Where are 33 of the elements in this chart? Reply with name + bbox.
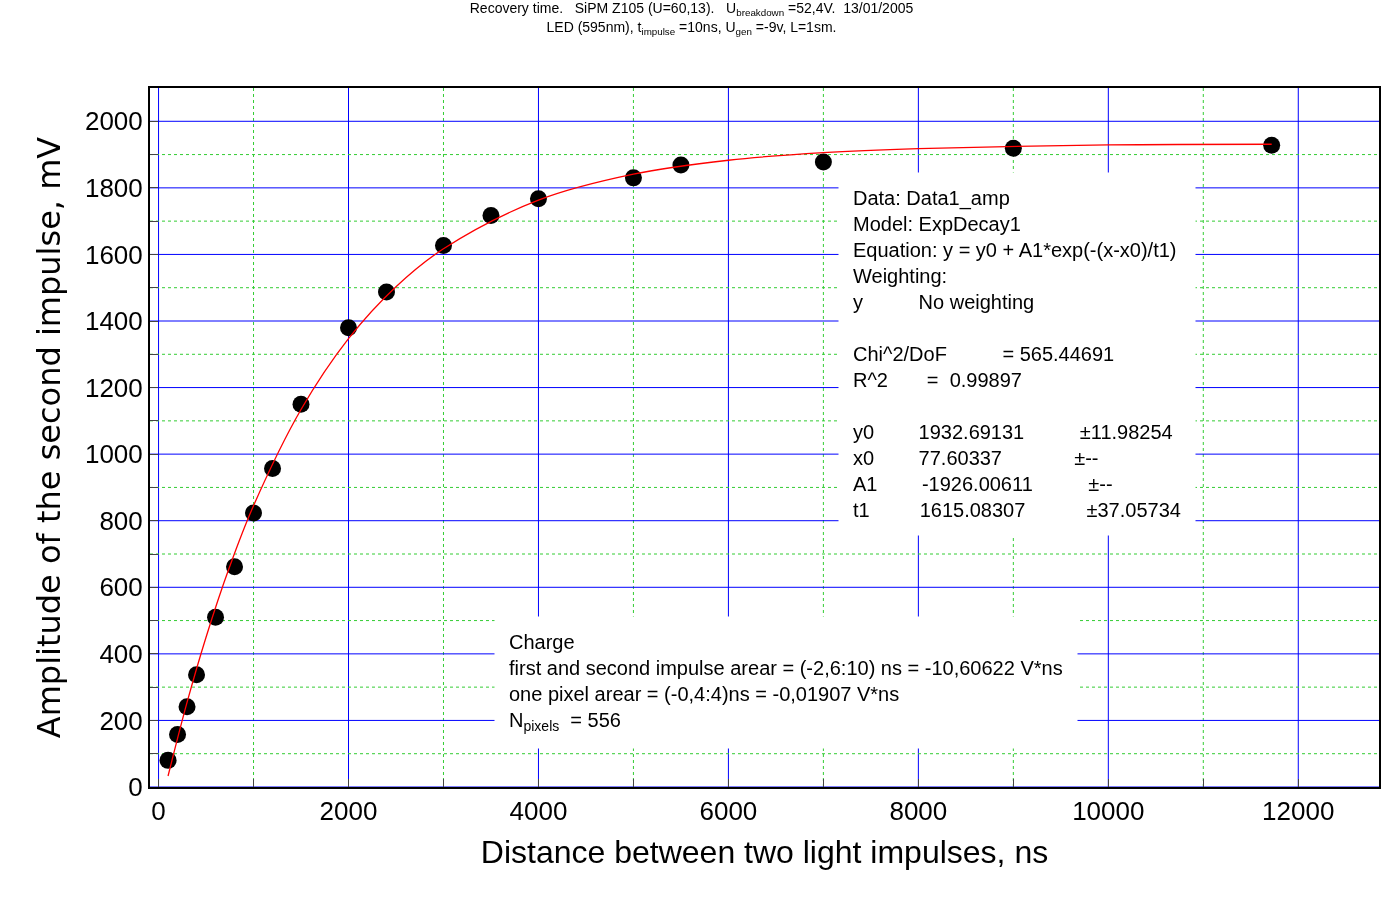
annotation: Charge first and second impulse arear = (-2,6:10) ns = -10,60622 V*ns one pixel arear = (-0,4:4)ns = -0,01907 V*ns N$_{pixels}$ = 556: [509, 631, 1063, 735]
point: [245, 504, 263, 522]
y-tick-label: 200: [99, 705, 143, 736]
y-tick-label: 1600: [84, 239, 143, 270]
point: [226, 558, 244, 576]
chart-title: Recovery time. SiPM Z105 (U=60,13). U$_{breakdown}$ =52,4V. 13/01/2005 LED (595nm), t$_{impulse}$ =10ns, U$_{gen}$ =-9v, L=1sm.: [469, 0, 914, 37]
x-tick-label: 10000: [1072, 796, 1145, 827]
point: [482, 206, 500, 224]
y-tick-label: 600: [99, 572, 143, 603]
point: [1263, 136, 1281, 154]
point: [814, 153, 832, 171]
x-tick-label: 6000: [699, 796, 758, 827]
x-tick-label: 2000: [319, 796, 378, 827]
y-tick-label: 1800: [84, 172, 143, 203]
y-axis-title: Amplitude of the second impulse, mV: [29, 136, 68, 739]
y-tick-label: 0: [128, 772, 143, 803]
y-tick-label: 800: [99, 505, 143, 536]
y-tick-label: 1000: [84, 439, 143, 470]
x-tick-label: 8000: [889, 796, 948, 827]
point: [1004, 139, 1022, 157]
x-axis-title: Distance between two light impulses, ns: [480, 833, 1049, 870]
point: [169, 725, 187, 743]
point: [340, 319, 357, 337]
y-tick-label: 1200: [84, 372, 143, 403]
point: [624, 169, 642, 187]
y-tick-label: 400: [99, 638, 143, 669]
x-tick-label: 4000: [509, 796, 568, 827]
x-tick-label: 12000: [1262, 796, 1335, 827]
point: [207, 608, 225, 626]
x-tick-label: 0: [151, 796, 166, 827]
y-tick-label: 2000: [84, 106, 143, 137]
text: Data: Data1_amp Model: ExpDecay1 Equation: y = y0 + A1*exp(-(x-x0)/t1) Weighting: y No weighting Chi^2/DoF = 565.44691 R^2 = 0.99897 y0 1932.69131 ±11.98254 x0 77.60337 ±-- A1 -1926.00611 ±-- t1 1615.08307 ±37.05734: [853, 187, 1181, 521]
y-tick-label: 1400: [84, 306, 143, 337]
